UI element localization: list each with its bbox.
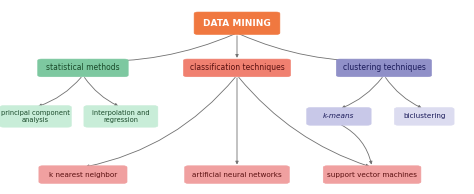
Text: classification techniques: classification techniques [190, 63, 284, 72]
Text: biclustering: biclustering [403, 113, 446, 119]
Text: support vector machines: support vector machines [327, 172, 417, 178]
FancyBboxPatch shape [307, 107, 371, 125]
FancyBboxPatch shape [183, 59, 291, 77]
Text: k-means: k-means [323, 113, 355, 119]
FancyBboxPatch shape [394, 107, 454, 125]
Text: interpolation and
regression: interpolation and regression [92, 110, 150, 123]
FancyBboxPatch shape [336, 59, 432, 77]
Text: clustering techniques: clustering techniques [343, 63, 425, 72]
Text: principal component
analysis: principal component analysis [1, 110, 70, 123]
FancyBboxPatch shape [37, 59, 128, 77]
FancyBboxPatch shape [84, 106, 158, 127]
FancyBboxPatch shape [185, 166, 289, 184]
FancyBboxPatch shape [194, 12, 280, 35]
FancyBboxPatch shape [0, 106, 72, 127]
Text: statistical methods: statistical methods [46, 63, 120, 72]
FancyBboxPatch shape [39, 166, 127, 184]
FancyBboxPatch shape [323, 166, 421, 184]
Text: k nearest neighbor: k nearest neighbor [49, 172, 117, 178]
Text: artificial neural networks: artificial neural networks [192, 172, 282, 178]
Text: DATA MINING: DATA MINING [203, 19, 271, 28]
